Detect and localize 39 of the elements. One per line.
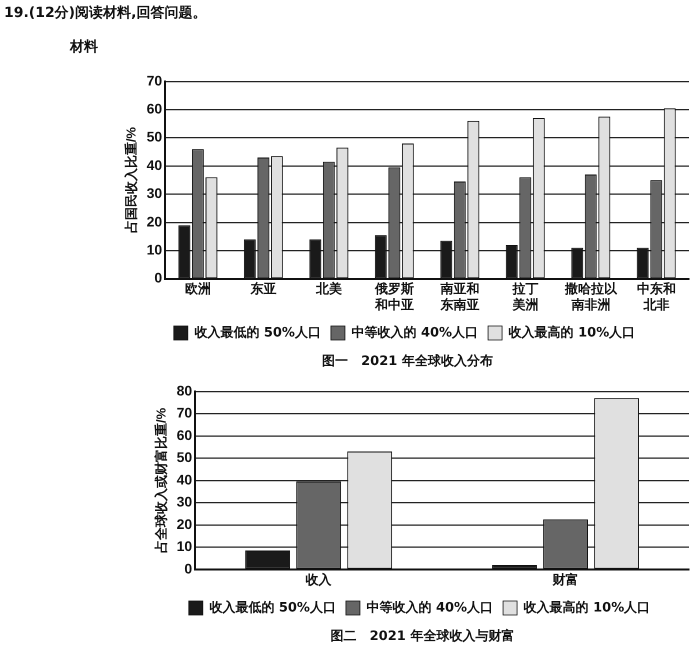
y-tick-label: 10 [146,241,162,258]
legend-label: 收入最高的 10%人口 [524,599,650,616]
x-tick-label: 收入 [306,572,333,587]
x-tick-label: 拉丁美洲 [511,281,538,312]
y-tick-label: 70 [146,72,162,88]
legend-label: 中等收入的 40%人口 [351,324,478,340]
y-tick-label: 40 [146,156,162,173]
y-tick-label: 20 [176,516,192,532]
y-tick-label: 60 [176,426,192,443]
y-tick-label: 40 [176,471,192,488]
text: 材料 [70,38,98,56]
y-tick-label: 0 [184,560,192,576]
y-tick-label: 10 [176,538,192,554]
y-tick-label: 60 [146,100,162,116]
legend-label: 中等收入的 40%人口 [366,599,494,616]
y-tick-label: 20 [146,213,162,230]
y-tick-label: 0 [154,270,162,286]
x-tick-label: 东亚 [249,281,276,296]
y-axis-title: 占国民收入比重/% [123,126,138,234]
x-tick-label: 北美 [314,281,342,296]
text: 图二 2021 年全球收入与财富 [330,628,516,645]
x-tick-label: 欧洲 [184,281,211,296]
y-axis-title: 占全球收入或财富比重/% [153,407,168,553]
y-tick-label: 50 [146,128,162,145]
x-tick-label: 俄罗斯和中亚 [374,281,414,312]
x-tick-label: 南亚和东南亚 [439,281,480,312]
y-tick-label: 30 [146,185,162,202]
text: 19.(12分)阅读材料,回答问题。 [4,4,206,22]
y-tick-label: 30 [176,494,192,510]
y-tick-label: 80 [176,382,192,398]
legend-label: 收入最低的 50%人口 [209,599,336,616]
y-tick-label: 70 [176,404,192,421]
x-tick-label: 中东和北非 [636,281,676,312]
x-tick-label: 财富 [552,572,579,587]
legend-label: 收入最高的 10%人口 [508,324,636,340]
legend-label: 收入最低的 50%人口 [194,324,321,340]
x-tick-label: 撒哈拉以南非洲 [564,281,618,312]
y-tick-label: 50 [176,449,192,466]
text: 图一 2021 年全球收入分布 [321,352,494,370]
